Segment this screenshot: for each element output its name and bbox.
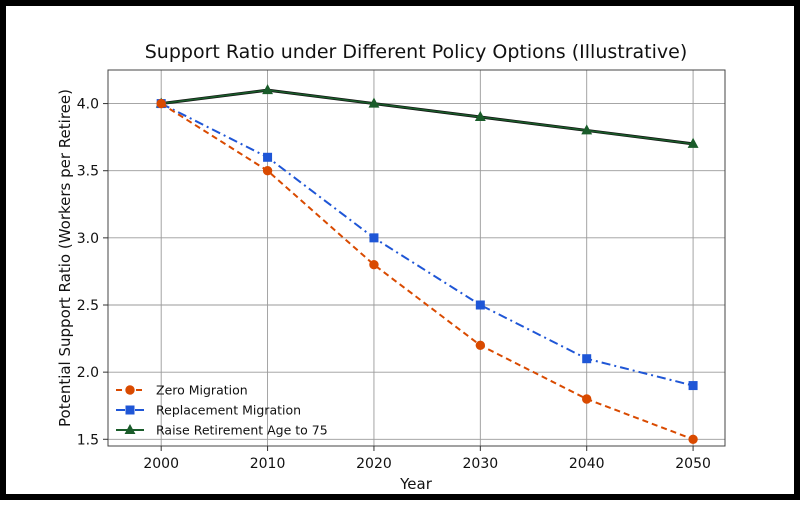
y-tick-label: 1.5 xyxy=(77,432,99,448)
y-tick-label: 4.0 xyxy=(77,97,99,113)
series-zero-migration xyxy=(156,98,698,444)
y-tick-label: 3.0 xyxy=(77,231,99,247)
chart-title: Support Ratio under Different Policy Opt… xyxy=(145,41,688,63)
y-tick-label: 2.5 xyxy=(77,298,99,314)
square-marker xyxy=(263,152,273,162)
square-marker xyxy=(369,233,379,243)
triangle-marker xyxy=(474,110,486,121)
legend-square-marker xyxy=(125,405,135,415)
ticks-layer: 2000 2010 2020 2030 2040 2050 1.5 2.0 2.5 3.0 3.5 4… xyxy=(77,97,711,472)
triangle-marker xyxy=(262,84,274,95)
square-marker xyxy=(688,381,698,391)
circle-marker xyxy=(156,98,166,109)
series-line-outline xyxy=(161,88,694,146)
square-marker xyxy=(582,354,592,364)
legend-item: Replacement Migration xyxy=(116,403,301,418)
x-tick-label: 2030 xyxy=(463,456,499,472)
series-line xyxy=(161,89,694,145)
legend-item: Zero Migration xyxy=(116,383,248,398)
triangle-marker xyxy=(687,137,699,148)
plot-border xyxy=(107,69,726,447)
x-axis-label: Year xyxy=(399,475,433,493)
legend-label: Replacement Migration xyxy=(156,403,301,418)
legend-triangle-marker xyxy=(124,423,136,434)
x-tick-label: 2020 xyxy=(356,456,392,472)
series-line xyxy=(160,102,694,441)
x-tick-label: 2050 xyxy=(675,456,711,472)
series-layer xyxy=(155,84,699,444)
circle-marker xyxy=(475,340,486,350)
square-marker xyxy=(475,300,485,310)
triangle-marker xyxy=(368,97,380,108)
x-tick-label: 2040 xyxy=(569,456,605,472)
y-tick-label: 3.5 xyxy=(77,164,99,180)
y-tick-label: 2.0 xyxy=(77,365,99,381)
series-raise-retirement-age-to-75 xyxy=(155,84,699,148)
circle-marker xyxy=(688,434,698,444)
circle-marker xyxy=(582,394,592,404)
legend: Zero Migration Replacement Migration Raise… xyxy=(116,383,328,438)
circle-marker xyxy=(369,260,379,270)
grid xyxy=(108,70,725,446)
series-replacement-migration xyxy=(156,99,698,391)
legend-item: Raise Retirement Age to 75 xyxy=(116,423,328,438)
chart: 2000 2010 2020 2030 2040 2050 1.5 2.0 2.5 3.0 3.5 4… xyxy=(56,41,726,493)
circle-marker xyxy=(262,166,273,176)
x-tick-label: 2000 xyxy=(143,456,179,472)
legend-circle-marker xyxy=(125,385,135,395)
series-line xyxy=(160,102,694,387)
legend-label: Raise Retirement Age to 75 xyxy=(156,423,328,438)
legend-label: Zero Migration xyxy=(156,383,248,398)
triangle-marker xyxy=(581,124,593,135)
x-tick-label: 2010 xyxy=(250,456,286,472)
y-axis-label: Potential Support Ratio (Workers per Ret… xyxy=(56,89,74,427)
